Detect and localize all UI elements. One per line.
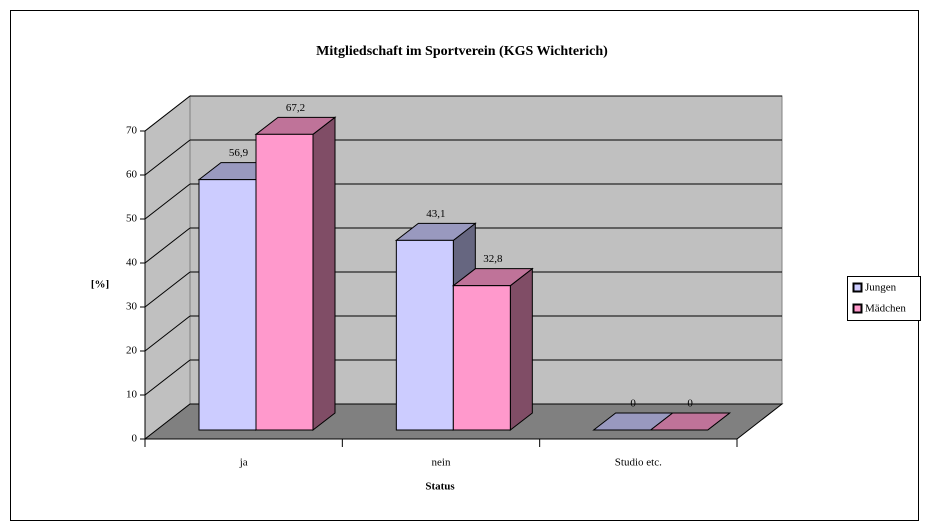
bar (255, 133, 314, 431)
value-label: 0 (687, 398, 693, 410)
value-label: 0 (630, 398, 636, 410)
y-tick-label: 70 (126, 125, 138, 137)
x-tick-label: Studio etc. (615, 457, 662, 469)
y-axis-label: [%] (91, 279, 109, 291)
grid-line (144, 227, 191, 264)
value-label: 32,8 (483, 253, 503, 265)
side-wall (144, 94, 191, 441)
chart-title: Mitgliedschaft im Sportverein (KGS Wicht… (316, 44, 608, 59)
grid-line (144, 95, 191, 132)
value-label: 43,1 (426, 208, 445, 220)
y-tick-label: 40 (126, 257, 138, 269)
legend-swatch (852, 303, 863, 314)
grid-line (144, 271, 191, 308)
legend-label: Mädchen (865, 303, 906, 315)
bar-side (312, 116, 336, 432)
grid-line (144, 183, 191, 220)
grid-line (144, 315, 191, 352)
bar (452, 285, 511, 431)
y-tick-label: 10 (126, 389, 138, 401)
y-tick-label: 60 (126, 169, 138, 181)
bar (198, 179, 257, 431)
bar-side (509, 267, 533, 432)
legend-label: Jungen (865, 282, 897, 294)
value-label: 56,9 (229, 147, 249, 159)
y-tick-label: 0 (132, 433, 138, 445)
x-axis-label: Status (425, 481, 455, 493)
value-label: 67,2 (286, 102, 305, 114)
x-tick-label: nein (432, 457, 451, 469)
y-tick-label: 50 (126, 213, 138, 225)
grid-line (144, 139, 191, 176)
y-tick-label: 20 (126, 345, 138, 357)
legend-swatch (852, 282, 863, 293)
bar (395, 239, 454, 431)
x-tick-label: ja (239, 457, 248, 469)
bar-top (649, 412, 732, 431)
y-tick-label: 30 (126, 301, 138, 313)
grid-line (144, 359, 191, 396)
